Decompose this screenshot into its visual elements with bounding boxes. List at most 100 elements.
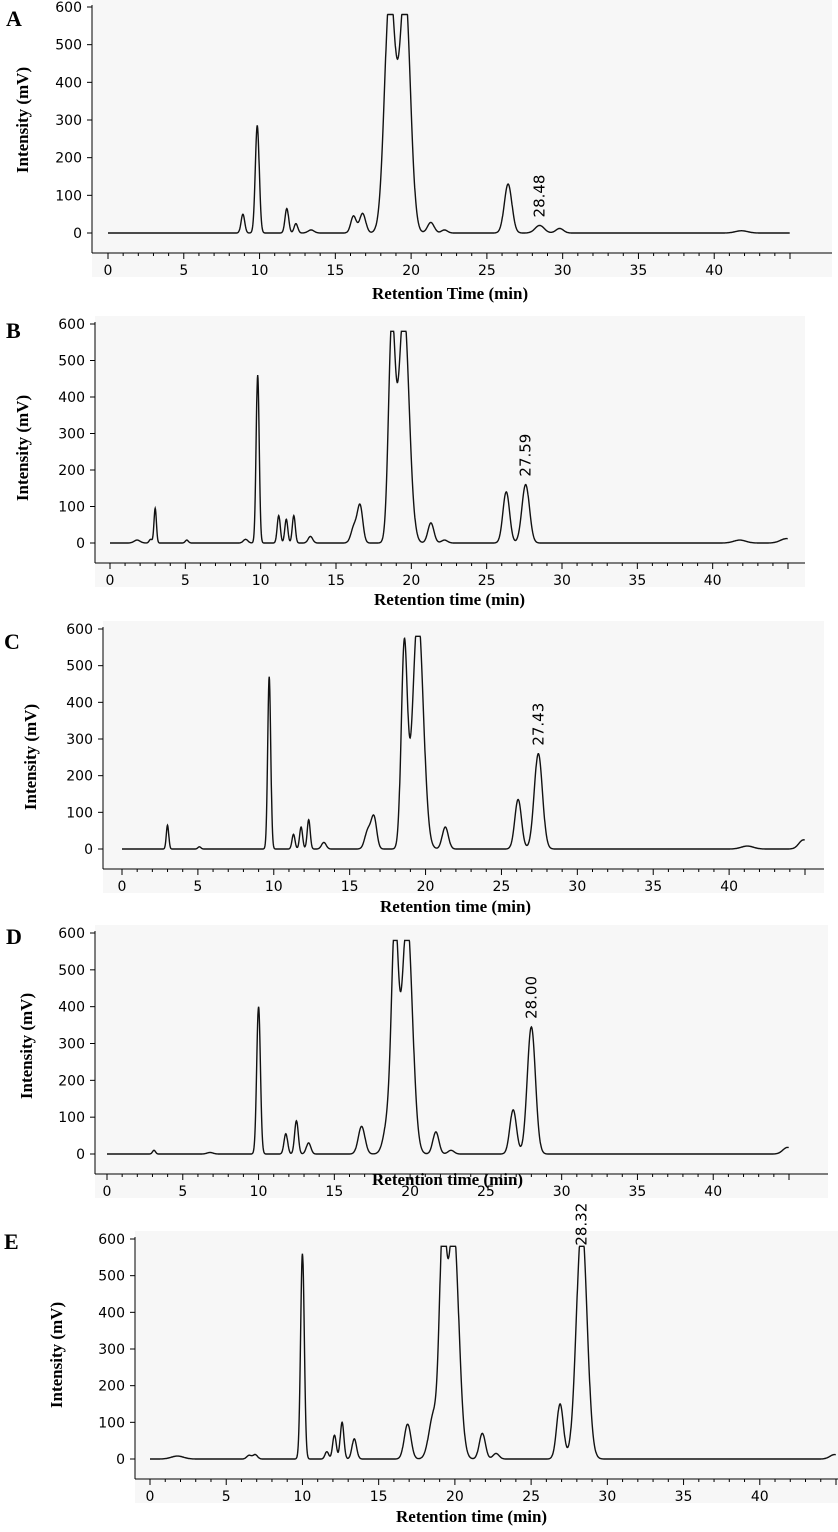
y-tick-label: 200: [55, 151, 82, 167]
x-tick-label: 40: [720, 879, 738, 895]
x-tick-label: 10: [252, 573, 270, 589]
x-tick-label: 40: [751, 1489, 769, 1505]
chromatogram-trace: [107, 939, 789, 1155]
x-tick-label: 35: [628, 573, 646, 589]
x-tick-label: 30: [553, 1184, 571, 1200]
y-tick-label: 0: [116, 1452, 125, 1468]
chromatogram-plot: 0 100 200 300 400 500 600 0 5 10 15 20 25 30 35 40 28.48: [55, 0, 832, 279]
chart-panel-e: E Intensity (mV) 0 100 200 300 400 500 600 0 5 10…: [0, 1203, 838, 1532]
y-tick-label: 300: [58, 1037, 85, 1053]
x-tick-label: 40: [704, 1184, 722, 1200]
x-tick-label: 40: [704, 573, 722, 589]
peak-annotation: 27.59: [517, 434, 535, 477]
y-tick-label: 300: [58, 427, 85, 443]
y-tick-label: 500: [58, 354, 85, 370]
chart-panel-a: A Intensity (mV) 0 100 200 300 400 500 600 0 5 10…: [0, 0, 838, 310]
x-tick-label: 0: [118, 879, 127, 895]
x-tick-label: 25: [522, 1489, 540, 1505]
y-tick-label: 300: [66, 732, 93, 748]
x-tick-label: 20: [402, 263, 420, 279]
peak-annotation: 28.00: [522, 976, 540, 1019]
panel-label: A: [6, 6, 22, 31]
panel-label: E: [4, 1229, 19, 1254]
chart-panel-b: B Intensity (mV) 0 100 200 300 400 500 600 0 5 10…: [0, 310, 838, 615]
x-tick-label: 10: [265, 879, 283, 895]
y-tick-label: 500: [98, 1269, 125, 1285]
y-tick-label: 400: [58, 1000, 85, 1016]
x-tick-label: 15: [327, 573, 345, 589]
y-tick-label: 100: [58, 1110, 85, 1126]
y-tick-label: 100: [58, 500, 85, 516]
plot-background: [103, 621, 824, 893]
x-tick-label: 5: [179, 263, 188, 279]
x-tick-label: 35: [629, 1184, 647, 1200]
chromatogram-plot: 0 100 200 300 400 500 600 0 5 10 15 20 25 30 35 40 28.32: [98, 1203, 838, 1505]
y-tick-label: 400: [66, 695, 93, 711]
y-tick-label: 500: [66, 659, 93, 675]
y-tick-label: 300: [98, 1342, 125, 1358]
y-tick-label: 0: [84, 842, 93, 858]
x-axis-label: Retention time (min): [374, 590, 526, 609]
x-tick-label: 5: [222, 1489, 231, 1505]
y-tick-label: 600: [58, 926, 85, 942]
x-tick-label: 25: [477, 1184, 495, 1200]
peak-annotation: 28.32: [573, 1203, 591, 1246]
x-tick-label: 20: [401, 1184, 419, 1200]
x-tick-label: 0: [106, 573, 115, 589]
y-tick-label: 100: [66, 805, 93, 821]
panel-label: C: [4, 629, 20, 654]
y-tick-label: 500: [58, 963, 85, 979]
y-tick-label: 400: [58, 390, 85, 406]
x-tick-label: 30: [598, 1489, 616, 1505]
x-tick-label: 0: [103, 1184, 112, 1200]
plot-background: [95, 925, 828, 1198]
chart-panel-c: C Intensity (mV) 0 100 200 300 400 500 600 0 5 10…: [0, 615, 838, 920]
peak-annotation: 27.43: [529, 703, 547, 746]
panel-label: B: [6, 318, 21, 343]
x-tick-label: 35: [644, 879, 662, 895]
x-tick-label: 20: [417, 879, 435, 895]
y-tick-label: 200: [58, 463, 85, 479]
y-tick-label: 600: [55, 0, 82, 16]
y-tick-label: 600: [98, 1232, 125, 1248]
x-axis-label: Retention time (min): [396, 1507, 548, 1526]
y-tick-label: 0: [76, 1147, 85, 1163]
y-tick-label: 600: [66, 622, 93, 638]
y-tick-label: 0: [73, 226, 82, 242]
chromatogram-plot: 0 100 200 300 400 500 600 0 5 10 15 20 25 30 35 40 28.00: [58, 925, 828, 1200]
x-tick-label: 25: [478, 573, 496, 589]
x-tick-label: 20: [402, 573, 420, 589]
plot-background: [95, 316, 805, 587]
x-tick-label: 10: [250, 1184, 268, 1200]
y-tick-label: 400: [98, 1305, 125, 1321]
x-tick-label: 0: [104, 263, 113, 279]
x-axis-label: Retention time (min): [372, 1170, 524, 1189]
x-tick-label: 10: [294, 1489, 312, 1505]
x-tick-label: 30: [553, 573, 571, 589]
x-tick-label: 10: [251, 263, 269, 279]
y-tick-label: 500: [55, 38, 82, 54]
x-tick-label: 40: [705, 263, 723, 279]
x-axis-label: Retention time (min): [380, 897, 532, 916]
x-tick-label: 25: [493, 879, 511, 895]
x-tick-label: 0: [146, 1489, 155, 1505]
x-axis-label: Retention Time (min): [372, 284, 529, 303]
x-tick-label: 30: [568, 879, 586, 895]
x-tick-label: 30: [554, 263, 572, 279]
plot-background: [135, 1231, 838, 1503]
panel-label: D: [6, 924, 22, 949]
y-tick-label: 100: [98, 1415, 125, 1431]
x-tick-label: 5: [193, 879, 202, 895]
x-tick-label: 35: [630, 263, 648, 279]
x-tick-label: 25: [478, 263, 496, 279]
y-tick-label: 300: [55, 113, 82, 129]
y-tick-label: 400: [55, 75, 82, 91]
y-tick-label: 200: [58, 1073, 85, 1089]
x-tick-label: 15: [370, 1489, 388, 1505]
chromatogram-trace: [122, 635, 806, 850]
y-tick-label: 600: [58, 317, 85, 333]
x-tick-label: 5: [178, 1184, 187, 1200]
x-tick-label: 35: [675, 1489, 693, 1505]
y-tick-label: 0: [76, 536, 85, 552]
plot-background: [92, 0, 832, 277]
